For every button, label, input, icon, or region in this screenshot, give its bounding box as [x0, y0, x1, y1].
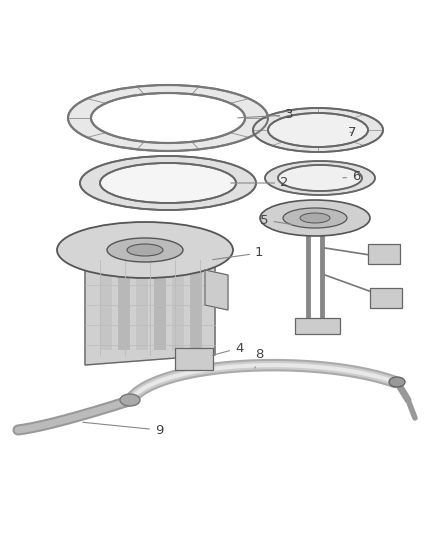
Text: 1: 1: [213, 246, 264, 260]
Bar: [100, 262, 112, 350]
Ellipse shape: [265, 161, 375, 195]
Ellipse shape: [80, 156, 256, 210]
Bar: [154, 262, 166, 350]
Text: 5: 5: [260, 214, 292, 227]
Ellipse shape: [278, 165, 362, 191]
Ellipse shape: [260, 200, 370, 236]
Ellipse shape: [127, 244, 163, 256]
Bar: [295, 318, 340, 334]
Ellipse shape: [283, 208, 347, 228]
Text: 6: 6: [343, 171, 360, 183]
Bar: [172, 262, 184, 350]
Bar: [136, 262, 148, 350]
Text: 8: 8: [255, 349, 263, 368]
Ellipse shape: [268, 113, 368, 147]
Ellipse shape: [300, 213, 330, 223]
Bar: [175, 348, 213, 370]
Polygon shape: [205, 270, 228, 310]
Ellipse shape: [120, 394, 140, 406]
Text: 4: 4: [213, 342, 244, 356]
Ellipse shape: [68, 85, 268, 151]
Ellipse shape: [107, 238, 183, 262]
Bar: [370, 288, 402, 308]
Ellipse shape: [253, 108, 383, 152]
Bar: [190, 262, 202, 350]
Ellipse shape: [389, 377, 405, 387]
Text: 9: 9: [83, 422, 163, 437]
Ellipse shape: [57, 222, 233, 278]
Polygon shape: [85, 255, 215, 365]
Ellipse shape: [100, 163, 236, 203]
Text: 3: 3: [238, 109, 293, 122]
Bar: [118, 262, 130, 350]
Ellipse shape: [91, 93, 245, 143]
Text: 2: 2: [231, 176, 289, 190]
Bar: [368, 244, 400, 264]
Text: 7: 7: [348, 126, 357, 140]
